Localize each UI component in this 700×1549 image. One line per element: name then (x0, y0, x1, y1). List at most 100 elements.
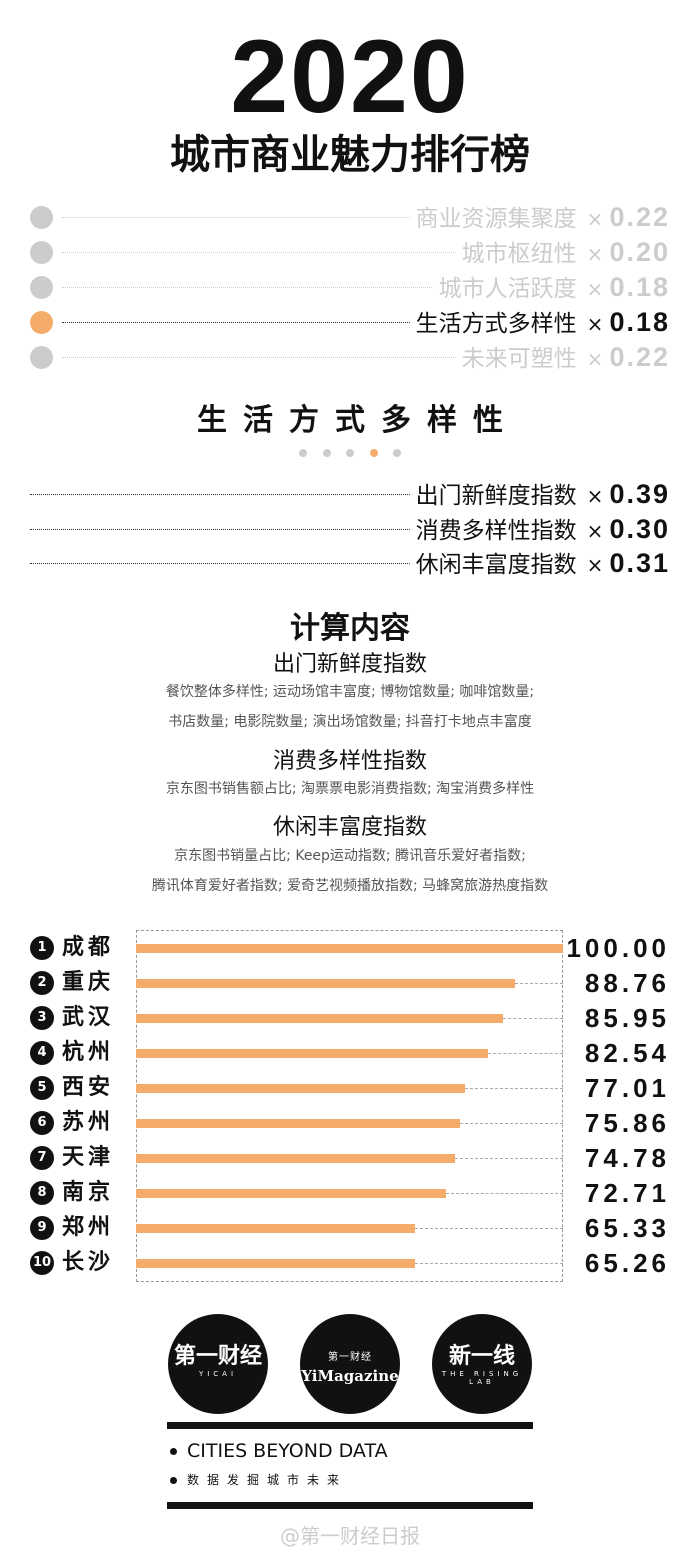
rank-badge: 7 (30, 1146, 54, 1170)
bar (136, 1189, 447, 1198)
sub-index-row: 消费多样性指数 × 0.30 (30, 511, 670, 548)
sub-index-label: 出门新鲜度指数 × 0.39 (409, 477, 670, 513)
dimension-label: 城市枢纽性 × 0.20 (455, 235, 670, 271)
dimension-row: 城市枢纽性 × 0.20 (30, 235, 670, 271)
gridline (446, 1193, 563, 1194)
sub-index-weight: 0.30 (609, 513, 670, 544)
city-label: 天津 (62, 1145, 115, 1170)
sub-index-name: 消费多样性指数 (415, 517, 577, 544)
gridline (515, 983, 563, 984)
chart-row: 5 西安 77.01 (30, 1071, 670, 1105)
sub-index-label: 休闲丰富度指数 × 0.31 (409, 546, 670, 582)
value-label: 85.95 (584, 1003, 670, 1033)
logo-1: 第一财经 YICAI (168, 1314, 268, 1414)
logo-main: 新一线 (448, 1344, 515, 1369)
value-label: 72.71 (584, 1178, 670, 1208)
city-label: 南京 (62, 1180, 115, 1205)
chart-row: 10 长沙 65.26 (30, 1246, 670, 1280)
calc-group-title: 消费多样性指数 (272, 749, 427, 774)
dimension-weight: 0.18 (609, 272, 670, 302)
chart-row: 6 苏州 75.86 (30, 1106, 670, 1140)
chart-row: 7 天津 74.78 (30, 1141, 670, 1175)
bar (136, 944, 563, 953)
sub-index-row: 出门新鲜度指数 × 0.39 (30, 477, 670, 513)
dimension-weight: 0.22 (609, 342, 670, 372)
tagline-en: CITIES BEYOND DATA (170, 1440, 388, 1462)
calc-detail-line: 餐饮整体多样性; 运动场馆丰富度; 博物馆数量; 咖啡馆数量; (165, 684, 535, 700)
bar (136, 1154, 456, 1163)
gridline (414, 1263, 563, 1264)
dimension-name: 城市枢纽性 (461, 241, 577, 267)
gridline (459, 1123, 563, 1124)
page-title: 城市商业魅力排行榜 (170, 132, 530, 178)
divider (167, 1422, 533, 1429)
logo-sub: 第一财经 (328, 1352, 372, 1363)
gridline (455, 1158, 563, 1159)
bar (136, 1224, 415, 1233)
rank-badge: 1 (30, 936, 54, 960)
rank-badge: 4 (30, 1041, 54, 1065)
multiply-sign: × (586, 347, 604, 371)
multiply-sign: × (586, 277, 604, 301)
value-label: 77.01 (584, 1073, 670, 1103)
value-label: 82.54 (584, 1038, 670, 1068)
multiply-sign: × (586, 207, 604, 231)
calc-group-title: 休闲丰富度指数 (272, 815, 427, 840)
dotted-leader (30, 528, 670, 530)
sub-index-row: 休闲丰富度指数 × 0.31 (30, 546, 670, 582)
gridline (414, 1228, 563, 1229)
circle-icon (30, 276, 53, 299)
value-label: 65.33 (584, 1213, 670, 1243)
multiply-sign: × (586, 518, 604, 543)
dimension-label: 生活方式多样性 × 0.18 (409, 305, 670, 341)
dotted-leader (30, 563, 670, 564)
city-label: 杭州 (62, 1040, 115, 1065)
tagline-en-text: CITIES BEYOND DATA (187, 1440, 388, 1462)
bar (136, 979, 515, 988)
year-heading: 2020 (230, 19, 470, 135)
city-label: 成都 (62, 935, 115, 960)
dimension-weight: 0.20 (609, 237, 670, 267)
city-label: 武汉 (62, 1005, 115, 1030)
page-dot (393, 449, 401, 457)
page-dot (369, 449, 378, 457)
rank-badge: 8 (30, 1181, 54, 1205)
rank-badge: 5 (30, 1076, 54, 1100)
dimension-name: 城市人活跃度 (438, 276, 577, 302)
chart-row: 9 郑州 65.33 (30, 1211, 670, 1245)
tagline-cn: 数据发掘城市未来 (170, 1471, 347, 1488)
circle-icon (30, 346, 53, 369)
chart-row: 8 南京 72.71 (30, 1176, 670, 1210)
multiply-sign: × (586, 553, 604, 577)
dimension-weight: 0.22 (609, 202, 670, 232)
sub-index-name: 出门新鲜度指数 (415, 483, 577, 509)
bar (136, 1259, 415, 1268)
dotted-leader (62, 287, 670, 288)
logo-main: 第一财经 (173, 1344, 262, 1369)
page-dot (299, 449, 307, 457)
dimension-row: 城市人活跃度 × 0.18 (30, 270, 670, 306)
dotted-leader (62, 322, 670, 323)
sub-index-label: 消费多样性指数 × 0.30 (409, 511, 670, 548)
multiply-sign: × (586, 312, 604, 336)
dotted-leader (62, 217, 670, 218)
circle-icon (30, 241, 53, 264)
gridline (503, 1018, 563, 1019)
city-label: 西安 (62, 1075, 115, 1100)
bar (136, 1119, 460, 1128)
dotted-leader (62, 252, 670, 253)
page-dot (322, 449, 331, 457)
divider (167, 1502, 533, 1509)
value-label: 88.76 (584, 968, 670, 998)
dotted-leader (30, 494, 670, 495)
sub-index-weight: 0.31 (609, 548, 670, 578)
sub-index-weight: 0.39 (609, 479, 670, 509)
calc-detail-line: 书店数量; 电影院数量; 演出场馆数量; 抖音打卡地点丰富度 (168, 714, 532, 730)
rank-badge: 2 (30, 971, 54, 995)
city-label: 苏州 (62, 1110, 115, 1135)
bullet-icon (170, 1448, 177, 1455)
gridline (488, 1053, 563, 1054)
value-label: 65.26 (584, 1248, 670, 1278)
rank-badge: 10 (30, 1251, 54, 1275)
sub-index-name: 休闲丰富度指数 (415, 552, 577, 578)
